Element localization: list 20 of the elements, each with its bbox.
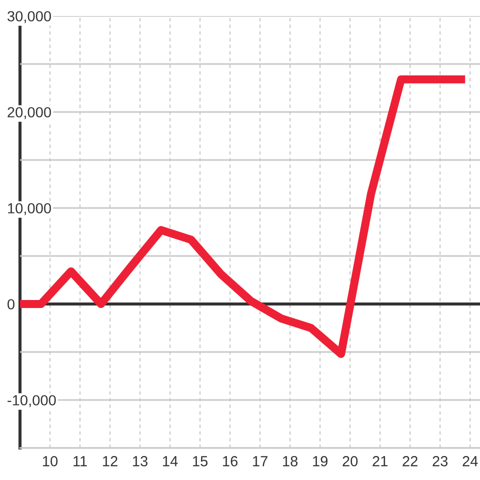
x-tick-label: 12 xyxy=(103,456,118,466)
x-tick-label: 13 xyxy=(133,456,148,466)
x-tick-label: 15 xyxy=(193,456,208,466)
x-tick-label: 14 xyxy=(163,456,178,466)
y-tick-label: 0 xyxy=(8,299,14,310)
y-tick-label: -10,000 xyxy=(8,395,56,408)
y-tick-label: 30,000 xyxy=(8,11,51,24)
y-tick-label: 20,000 xyxy=(8,107,51,120)
x-tick-label: 16 xyxy=(223,456,238,466)
x-tick-label: 19 xyxy=(313,456,328,466)
y-tick-label: 10,000 xyxy=(8,203,51,216)
x-tick-label: 20 xyxy=(342,456,358,466)
x-tick-label: 22 xyxy=(402,456,418,466)
x-tick-label: 10 xyxy=(43,456,58,466)
x-tick-label: 18 xyxy=(283,456,298,466)
x-tick-label: 21 xyxy=(372,456,388,466)
x-tick-label: 17 xyxy=(253,456,268,466)
x-tick-label: 24 xyxy=(462,456,478,466)
x-tick-label: 23 xyxy=(432,456,448,466)
x-tick-label: 11 xyxy=(74,456,87,466)
